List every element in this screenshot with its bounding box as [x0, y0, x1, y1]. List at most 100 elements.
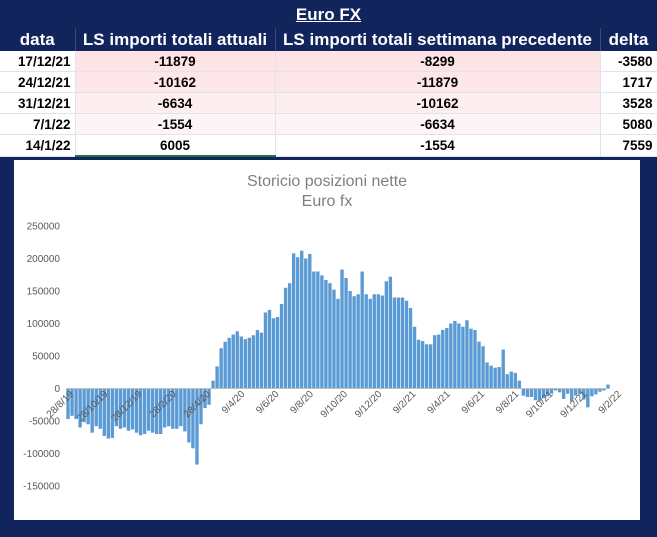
chart-bar	[412, 326, 417, 389]
chart-bar	[106, 388, 110, 439]
chart-bar	[582, 388, 586, 400]
chart-bar	[449, 323, 453, 389]
chart-bar	[501, 349, 505, 389]
chart-bar	[376, 294, 380, 389]
chart-bar	[259, 332, 264, 389]
y-tick-label: 0	[54, 384, 60, 395]
table-cell-date: 24/12/21	[0, 71, 76, 93]
chart-bar	[505, 374, 509, 389]
chart-bar	[90, 388, 94, 433]
chart-bar	[203, 388, 207, 408]
table-row: 17/12/21 -11879 -8299 -3580	[0, 51, 657, 72]
table-cell-current: -1554	[75, 113, 276, 135]
chart-bar	[199, 388, 203, 425]
chart-bar	[195, 388, 199, 465]
chart-bar	[553, 388, 558, 391]
column-header-previous: LS importi totali settimana precedente	[275, 28, 601, 51]
chart-bar	[126, 388, 131, 431]
table-cell-current: 6005	[75, 134, 276, 157]
y-tick-label: 100000	[27, 319, 61, 330]
table-cell-delta: 3528	[600, 92, 657, 114]
report-title-bar: Euro FX	[0, 3, 657, 27]
table-header-row: data LS importi totali attuali LS import…	[0, 28, 657, 51]
chart-bar	[529, 388, 534, 397]
chart-bar	[239, 336, 243, 389]
table-cell-date: 7/1/22	[0, 113, 76, 135]
chart-bar	[179, 388, 183, 427]
x-tick-label: 9/6/20	[254, 389, 282, 417]
chart-bar	[485, 362, 489, 389]
table-cell-delta: 7559	[600, 134, 657, 157]
chart-bar	[122, 388, 127, 428]
table-cell-date: 14/1/22	[0, 134, 76, 157]
table-cell-previous: -10162	[275, 92, 601, 114]
x-tick-label: 9/4/20	[220, 389, 248, 417]
chart-bar	[86, 388, 90, 425]
chart-bar	[223, 341, 227, 389]
table-cell-previous: -6634	[275, 113, 601, 135]
chart-bar	[243, 339, 248, 389]
chart-bar	[332, 289, 336, 389]
chart-bar	[287, 283, 292, 389]
y-tick-label: -150000	[23, 482, 60, 493]
y-tick-label: -100000	[23, 449, 60, 460]
table-row: 24/12/21 -10162 -11879 1717	[0, 71, 657, 93]
chart-bar	[416, 339, 421, 389]
y-tick-label: 150000	[27, 287, 61, 298]
chart-bar	[74, 388, 78, 420]
chart-bar	[360, 271, 364, 389]
chart-bar	[215, 366, 219, 389]
chart-area: Storicio posizioni nette Euro fx 250000 2…	[14, 160, 640, 520]
chart-bar	[336, 298, 340, 389]
chart-bar	[312, 271, 316, 389]
chart-bar	[404, 300, 409, 389]
chart-bar	[316, 271, 320, 389]
chart-bar	[437, 334, 441, 389]
chart-bar	[66, 388, 70, 420]
chart-bar	[300, 250, 304, 389]
chart-bar	[219, 348, 223, 389]
chart-bar	[570, 388, 574, 402]
chart-bar	[598, 388, 602, 392]
chart-bar	[557, 388, 562, 393]
chart-bar	[392, 297, 397, 389]
chart-bar	[489, 365, 493, 389]
chart-bar	[263, 312, 268, 389]
x-tick-label: 9/2/21	[391, 389, 419, 417]
x-tick-label: 9/4/21	[425, 389, 453, 417]
table-cell-delta: 1717	[600, 71, 657, 93]
chart-bar	[481, 346, 485, 389]
chart-bar	[445, 328, 449, 389]
chart-bar	[408, 307, 413, 389]
chart-bar	[396, 297, 401, 389]
chart-bar	[154, 388, 159, 434]
chart-bar	[130, 388, 135, 430]
x-tick-label: 9/12/20	[353, 389, 385, 421]
chart-bar	[424, 344, 429, 389]
chart-bar	[420, 341, 425, 389]
chart-bar	[441, 330, 445, 389]
chart-bar	[271, 318, 276, 389]
chart-bar	[94, 388, 98, 427]
table-cell-date: 17/12/21	[0, 51, 76, 72]
chart-bar	[304, 258, 308, 389]
chart-bar	[461, 326, 465, 389]
chart-bar	[340, 269, 344, 389]
chart-bar	[78, 388, 82, 428]
chart-bar	[525, 388, 530, 397]
chart-bar	[372, 294, 376, 389]
chart-bar	[388, 276, 393, 389]
chart-bar	[380, 295, 385, 389]
chart-bar	[279, 304, 284, 389]
chart-bar	[368, 298, 372, 389]
chart-bar	[98, 388, 102, 429]
chart-bar	[513, 372, 517, 389]
chart-bar	[602, 388, 606, 391]
chart-bar	[493, 367, 497, 389]
chart-bar	[356, 294, 360, 389]
chart-bar	[574, 388, 578, 396]
chart-bar	[566, 388, 570, 394]
table-cell-current: -6634	[75, 92, 276, 114]
chart-bar	[267, 309, 272, 389]
